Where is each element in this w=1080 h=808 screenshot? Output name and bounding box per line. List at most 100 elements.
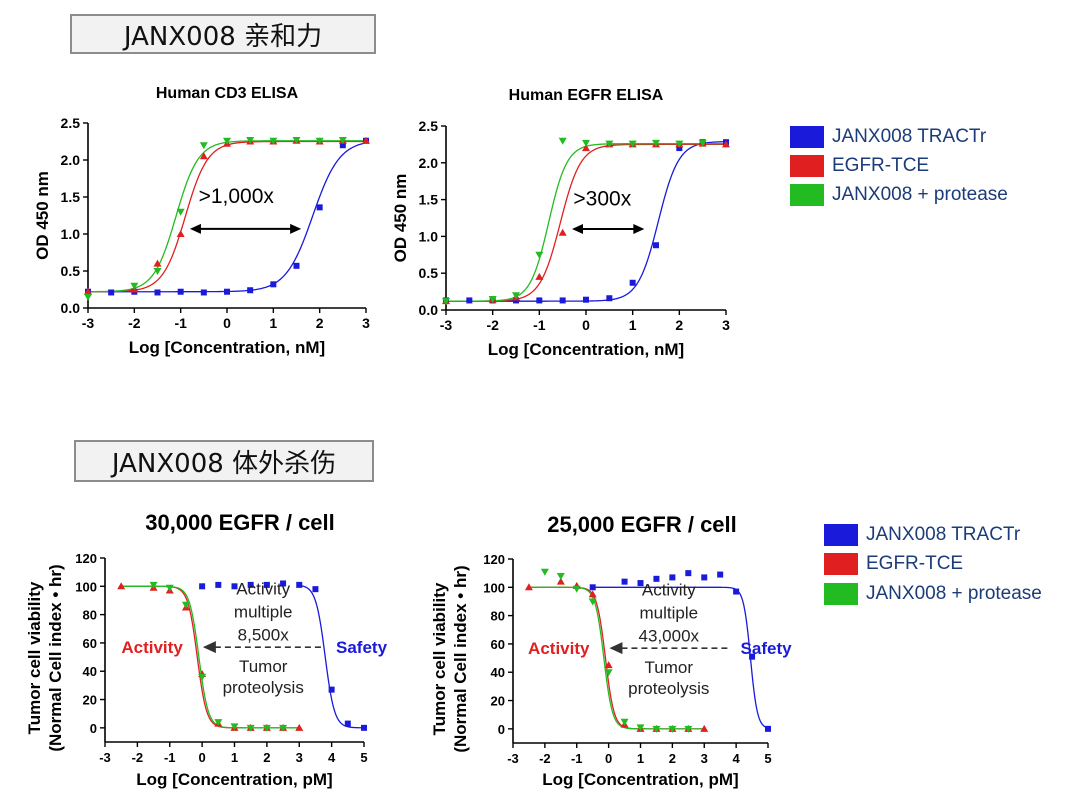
y-tick-label: 1.0	[61, 226, 81, 242]
chart-2: Human EGFR ELISA -3 -2 -1 0 1 2 3 0.0 0.5 1.0 1.5 2.…	[391, 87, 730, 359]
data-point-tractr	[247, 581, 254, 588]
legend-swatch-protease	[824, 582, 858, 605]
data-point-tractr	[685, 570, 692, 577]
fit-curve-protease	[121, 585, 300, 729]
x-tick-label: 2	[669, 751, 676, 766]
data-point-tractr	[312, 586, 319, 593]
data-point-protease	[246, 724, 255, 732]
y-tick-label: 40	[83, 664, 97, 679]
proteolysis-text: proteolysis	[628, 679, 709, 698]
x-tick-label: -1	[571, 751, 583, 766]
data-point-tractr	[108, 289, 115, 296]
data-point-protease	[223, 137, 231, 145]
x-tick-label: -2	[486, 317, 499, 333]
y-axis-label: Tumor cell viability	[25, 581, 44, 734]
legend-bottom: JANX008 TRACTr EGFR-TCE JANX008 + protea…	[824, 520, 1042, 609]
data-point-tractr	[215, 581, 222, 588]
data-point-tce	[84, 287, 92, 295]
fit-curve-tractr	[299, 584, 364, 729]
y-tick-label: 20	[83, 693, 97, 708]
data-point-protease	[556, 572, 565, 580]
y-tick-label: 2.5	[419, 118, 439, 134]
data-point-tractr	[653, 242, 659, 249]
data-point-tractr	[629, 279, 636, 286]
section-title-in-vitro-killing: JANX008 体外杀伤	[74, 440, 374, 482]
y-tick-label: 2.0	[419, 155, 439, 171]
data-point-protease	[488, 295, 497, 303]
data-point-tractr	[200, 289, 207, 296]
y-tick-label: 80	[83, 608, 97, 623]
data-point-tractr	[270, 281, 277, 288]
data-point-tce	[582, 144, 590, 152]
x-tick-label: 1	[629, 317, 637, 333]
data-point-tractr	[296, 581, 303, 588]
data-point-protease	[535, 251, 544, 259]
data-point-protease	[675, 140, 684, 148]
data-point-protease	[292, 137, 301, 145]
legend-item-protease: JANX008 + protease	[824, 579, 1042, 609]
data-point-protease	[269, 137, 278, 145]
fit-curve-protease	[528, 586, 705, 730]
x-tick-label: 5	[764, 751, 771, 766]
section-title-affinity: JANX008 亲和力	[70, 14, 376, 54]
data-point-tce	[362, 136, 370, 144]
legend-item-protease: JANX008 + protease	[790, 180, 1008, 209]
data-point-tractr	[293, 262, 300, 269]
fit-curve-tce	[87, 140, 366, 293]
fit-curve-protease	[446, 143, 726, 302]
data-point-protease	[442, 298, 450, 306]
data-point-protease	[604, 669, 613, 677]
x-tick-label: 2	[316, 315, 324, 331]
fold-annotation: >300x	[573, 187, 631, 210]
data-point-tractr	[676, 145, 683, 152]
data-point-protease	[620, 718, 629, 726]
fit-curve-tractr	[446, 141, 727, 302]
fit-curve-tce	[446, 143, 726, 302]
data-point-protease	[588, 598, 597, 606]
legend-label-protease: JANX008 + protease	[866, 582, 1042, 604]
proteolysis-arrow-head	[202, 641, 216, 654]
x-tick-label: 1	[231, 750, 238, 765]
y-tick-label: 60	[491, 637, 505, 652]
data-point-tractr	[316, 204, 323, 211]
legend-swatch-tce	[790, 154, 824, 177]
x-tick-label: -3	[440, 317, 453, 333]
data-point-protease	[605, 140, 614, 148]
x-tick-label: -3	[99, 750, 111, 765]
fold-arrow-right-head	[633, 224, 645, 235]
x-tick-label: 2	[675, 317, 683, 333]
data-point-protease	[262, 724, 271, 732]
y-tick-label: 0.5	[61, 263, 81, 279]
data-point-tractr	[344, 720, 351, 727]
data-point-tce	[199, 152, 208, 160]
y-tick-label: 40	[491, 665, 505, 680]
data-point-tractr	[559, 297, 566, 304]
proteolysis-text: Tumor	[239, 657, 288, 676]
data-point-tractr	[339, 142, 346, 149]
data-point-protease	[540, 568, 549, 576]
y-axis-label: Tumor cell viability	[430, 582, 449, 735]
data-point-tractr	[669, 574, 676, 581]
x-tick-label: -3	[82, 315, 95, 331]
data-point-protease	[165, 584, 174, 592]
chart-4: 25,000 EGFR / cell -3 -2 -1 0 1 2 3 4 5 0 20 40 60 80 1…	[430, 512, 792, 789]
x-tick-label: -1	[164, 750, 176, 765]
data-point-tractr	[466, 297, 473, 304]
y-tick-label: 120	[75, 551, 97, 566]
fit-curve-tractr	[88, 142, 367, 293]
data-point-protease	[130, 282, 139, 290]
data-point-tce	[604, 661, 613, 669]
data-point-protease	[698, 139, 707, 147]
data-point-tce	[176, 230, 185, 237]
legend-top: JANX008 TRACTr EGFR-TCE JANX008 + protea…	[790, 122, 1008, 209]
data-point-tce	[153, 259, 162, 267]
y-tick-label: 0.5	[419, 265, 439, 281]
data-point-tce	[700, 724, 709, 732]
legend-label-protease: JANX008 + protease	[832, 183, 1008, 205]
data-point-tractr	[701, 574, 708, 581]
activity-label: Activity	[528, 639, 590, 658]
y-tick-label: 1.5	[419, 192, 439, 208]
legend-swatch-tractr	[790, 125, 824, 148]
x-tick-label: 5	[360, 750, 367, 765]
